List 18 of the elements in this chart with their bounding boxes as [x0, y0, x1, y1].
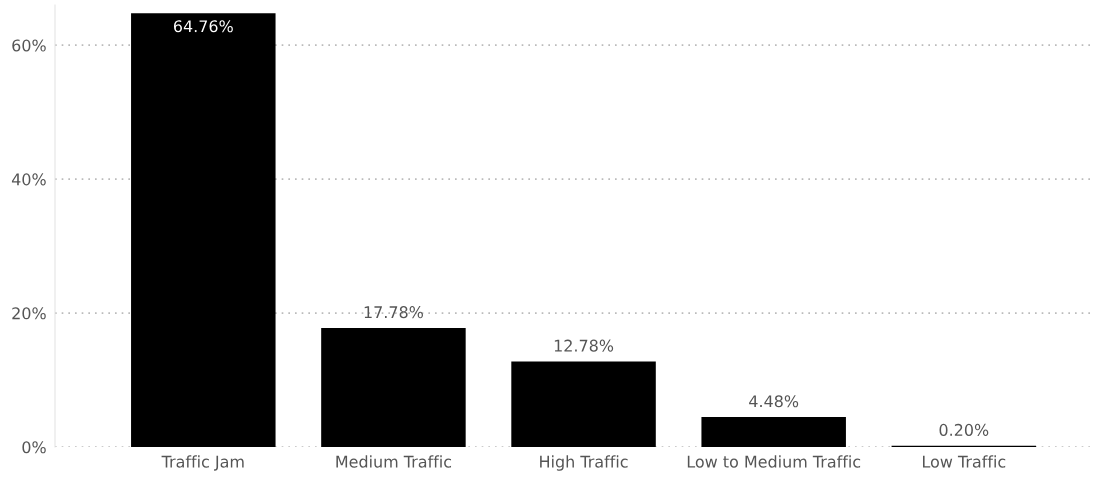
data-label: 4.48% [749, 395, 799, 408]
bar [131, 13, 276, 447]
data-label: 17.78% [364, 306, 423, 319]
bar [321, 327, 466, 447]
y-tick-label: 0% [22, 441, 46, 454]
x-tick-label: Traffic Jam [161, 455, 244, 471]
bar [701, 417, 846, 447]
data-label: 0.20% [939, 423, 989, 436]
x-tick-label: High Traffic [540, 455, 628, 471]
y-tick-label: 60% [12, 39, 46, 52]
x-tick-label: Low Traffic [923, 455, 1006, 468]
data-label: 12.78% [554, 339, 614, 352]
y-tick-label: 20% [12, 307, 46, 320]
x-tick-label: Low to Medium Traffic [687, 455, 861, 468]
y-tick-label: 40% [11, 173, 46, 186]
data-label: 64.76% [173, 20, 233, 33]
bar [511, 361, 656, 447]
x-tick-label: Medium Traffic [336, 455, 452, 468]
